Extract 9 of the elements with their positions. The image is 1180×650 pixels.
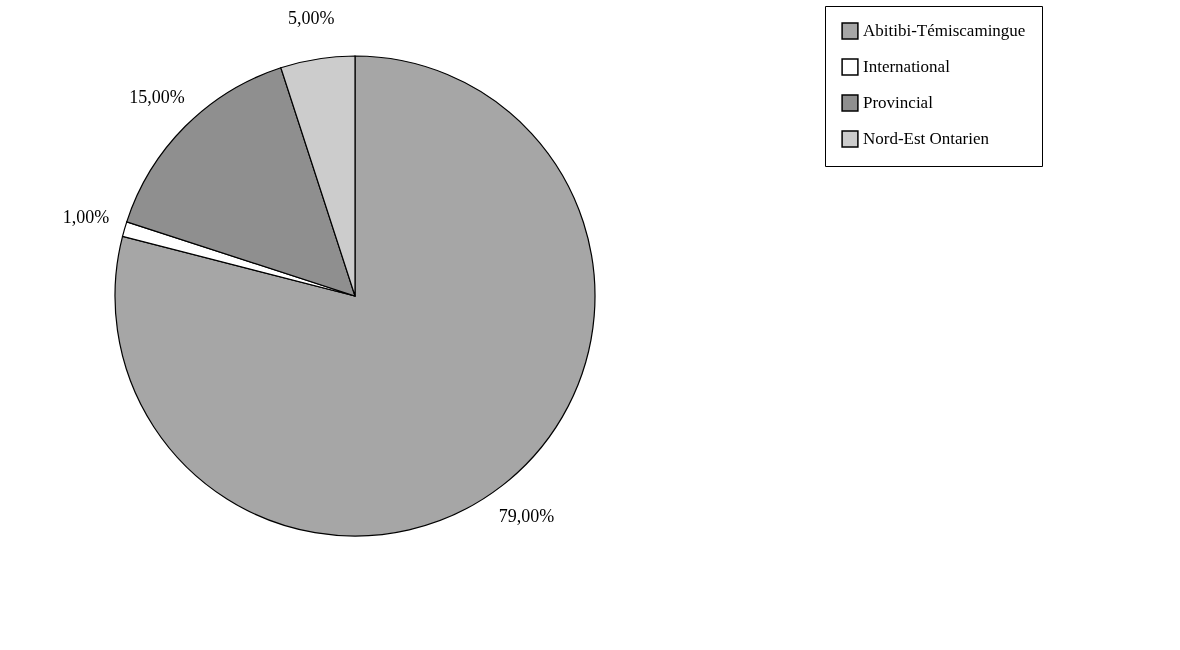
data-label: 5,00% [287,8,335,29]
legend-label: Nord-Est Ontarien [863,129,990,148]
data-label: 1,00% [62,206,110,227]
data-label: 79,00% [498,506,555,527]
legend-label: International [863,57,951,76]
legend-label: Provincial [863,93,934,112]
pie-slice [114,55,596,537]
data-label: 15,00% [129,87,185,108]
legend-label: Abitibi-Témiscamingue [863,21,1026,40]
